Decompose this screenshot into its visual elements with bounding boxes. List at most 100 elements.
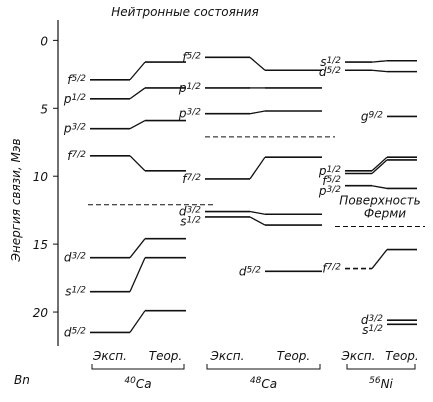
orbital: s [65,285,71,299]
isotope-label: 48Ca [250,376,277,391]
y-tick-label: 5 [40,102,48,116]
level-connector [249,110,266,115]
level-connector [129,257,146,292]
orbital: p [178,81,187,95]
orbital: p [318,164,327,178]
chart-title: Нейтронные состояния [111,5,258,19]
fermi-label: Ферми [364,206,406,220]
j-value: 1/2 [72,93,87,103]
theor-column-label: Теор. [277,349,311,363]
level-connector [129,61,146,81]
j-value: 3/2 [72,123,87,133]
y-axis-label: Энергия связи, Мэв [9,138,23,262]
level-label: s1/2 [180,215,201,229]
j-value: 1/2 [187,216,202,226]
j-value: 7/2 [327,263,342,273]
orbital: d [319,65,327,79]
j-value: 5/2 [247,265,262,275]
element-symbol: Ni [381,377,394,391]
orbital: p [318,184,327,198]
level-connector [249,216,266,226]
y-corner-label: Bn [14,373,30,387]
j-value: 7/2 [72,150,87,160]
level-label: d5/2 [319,65,341,79]
j-value: 1/2 [187,82,202,92]
level-connector [371,156,388,172]
element-symbol: Ca [136,377,152,391]
orbital: s [362,323,368,337]
j-value: 1/2 [327,165,342,175]
level-label: s1/2 [65,285,86,299]
orbital: d [239,264,247,278]
level-connector [249,210,266,215]
level-connector [371,159,388,174]
level-label: f5/2 [182,50,201,64]
level-connector [371,185,388,190]
orbital: f [67,73,73,87]
level-connector [129,155,146,172]
level-connector [371,60,388,63]
j-value: 5/2 [327,175,342,185]
mass-number: 48 [250,376,262,386]
level-label: p1/2 [178,81,201,95]
j-value: 9/2 [369,110,384,120]
orbital: d [64,251,72,265]
orbital: d [179,205,187,219]
mass-number: 40 [124,376,136,386]
orbital: p [178,107,187,121]
exp-column-label: Эксп. [210,349,245,363]
orbital: f [322,174,328,188]
orbital: d [361,313,369,327]
level-label: p1/2 [63,92,86,106]
level-connector [129,87,146,100]
orbital: f [182,50,188,64]
j-value: 5/2 [327,66,342,76]
group-bracket [206,364,321,370]
orbital: f [182,172,188,186]
j-value: 3/2 [369,314,384,324]
j-value: 1/2 [369,324,384,334]
j-value: 3/2 [187,108,202,118]
level-label: g9/2 [361,109,383,123]
level-label: f7/2 [67,149,86,163]
orbital: f [322,262,328,276]
theor-column-label: Теор. [385,349,419,363]
y-tick-label: 20 [33,306,49,320]
level-connector [371,69,388,73]
y-tick-label: 0 [40,34,48,48]
y-tick-label: 15 [33,238,48,252]
element-symbol: Ca [261,377,277,391]
level-label: f5/2 [67,73,86,87]
level-label: p3/2 [318,184,341,198]
level-label: d3/2 [64,251,86,265]
orbital: p [63,92,72,106]
level-connector [129,238,146,259]
j-value: 3/2 [72,252,87,262]
exp-column-label: Эксп. [341,349,376,363]
level-label: f5/2 [322,174,341,188]
exp-column-label: Эксп. [92,349,127,363]
fermi-label: Поверхность [339,193,420,207]
group-bracket [346,364,416,370]
j-value: 3/2 [327,185,342,195]
level-label: p1/2 [318,164,341,178]
level-connector [129,119,146,130]
mass-number: 56 [369,376,381,386]
orbital: d [64,325,72,339]
y-tick-label: 10 [33,170,49,184]
j-value: 5/2 [187,51,202,61]
orbital: g [361,109,369,123]
level-label: s1/2 [320,55,341,69]
orbital: s [180,215,186,229]
level-label: d5/2 [64,325,86,339]
isotope-label: 56Ni [369,376,393,391]
j-value: 1/2 [72,286,87,296]
orbital: f [67,149,73,163]
j-value: 7/2 [187,173,202,183]
group-bracket [91,364,185,370]
level-label: s1/2 [362,323,383,337]
level-connector [249,156,266,180]
level-label: d5/2 [239,264,261,278]
level-connector [129,310,146,333]
level-label: f7/2 [182,172,201,186]
